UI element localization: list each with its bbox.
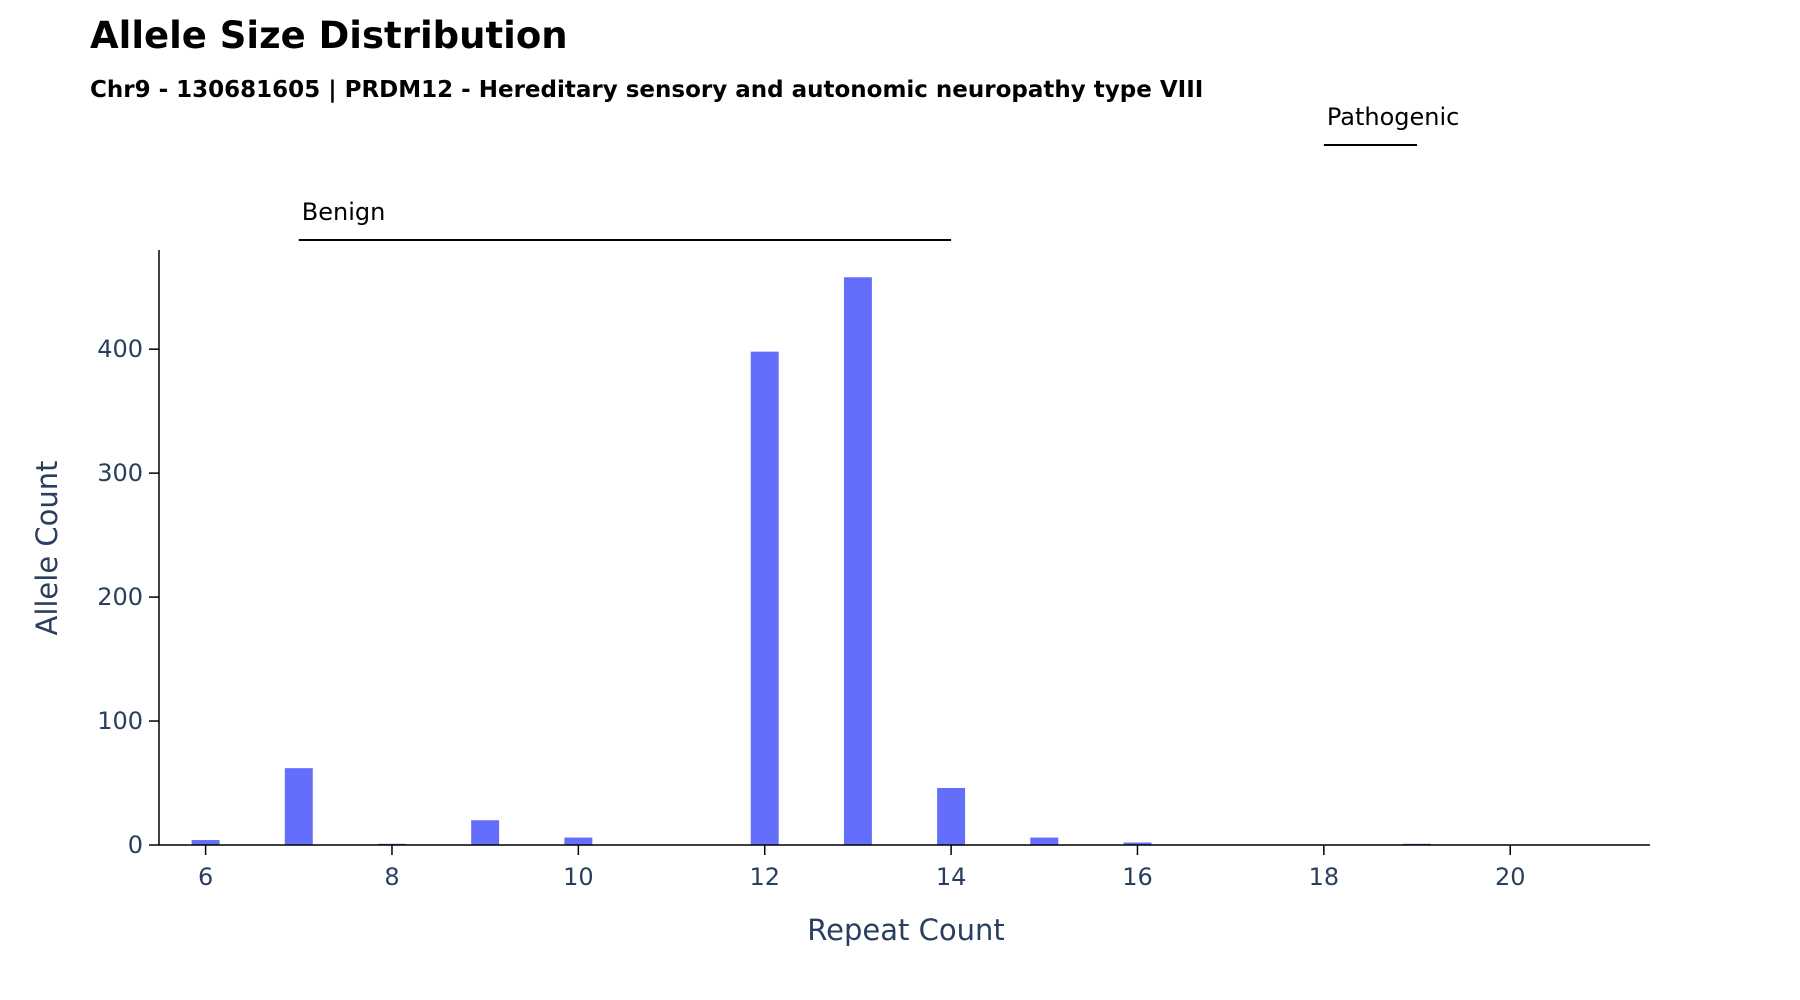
bar-repeat-12 — [750, 351, 779, 845]
y-axis-title: Allele Count — [30, 460, 64, 635]
x-tick-label: 18 — [1309, 863, 1340, 891]
bar-repeat-16 — [1123, 842, 1152, 845]
bar-repeat-6 — [191, 840, 220, 845]
y-tick-label: 0 — [128, 831, 143, 859]
bar-repeat-13 — [843, 277, 872, 845]
x-tick-label: 16 — [1122, 863, 1153, 891]
bars — [191, 277, 1432, 845]
bar-repeat-14 — [937, 787, 966, 845]
x-tick-label: 6 — [198, 863, 213, 891]
x-axis-ticks: 6 8 10 12 14 16 18 20 — [198, 845, 1526, 891]
bar-repeat-9 — [471, 820, 500, 845]
x-tick-label: 10 — [563, 863, 594, 891]
range-annotations: Benign Pathogenic — [298, 103, 1459, 241]
x-tick-label: 12 — [749, 863, 780, 891]
y-axis-ticks: 0 100 200 300 400 — [97, 335, 159, 859]
y-tick-label: 200 — [97, 583, 143, 611]
x-tick-label: 14 — [936, 863, 967, 891]
x-tick-label: 20 — [1495, 863, 1526, 891]
x-axis-title: Repeat Count — [807, 913, 1004, 947]
chart-subtitle: Chr9 - 130681605 | PRDM12 - Hereditary s… — [90, 77, 1203, 103]
y-tick-label: 400 — [97, 335, 143, 363]
chart-title: Allele Size Distribution — [90, 14, 568, 57]
benign-range-label: Benign — [302, 198, 386, 226]
x-tick-label: 8 — [384, 863, 399, 891]
bar-repeat-10 — [564, 837, 593, 845]
y-tick-label: 300 — [97, 459, 143, 487]
bar-repeat-7 — [284, 768, 313, 845]
y-tick-label: 100 — [97, 707, 143, 735]
bar-repeat-15 — [1030, 837, 1059, 845]
pathogenic-range-label: Pathogenic — [1327, 103, 1459, 131]
